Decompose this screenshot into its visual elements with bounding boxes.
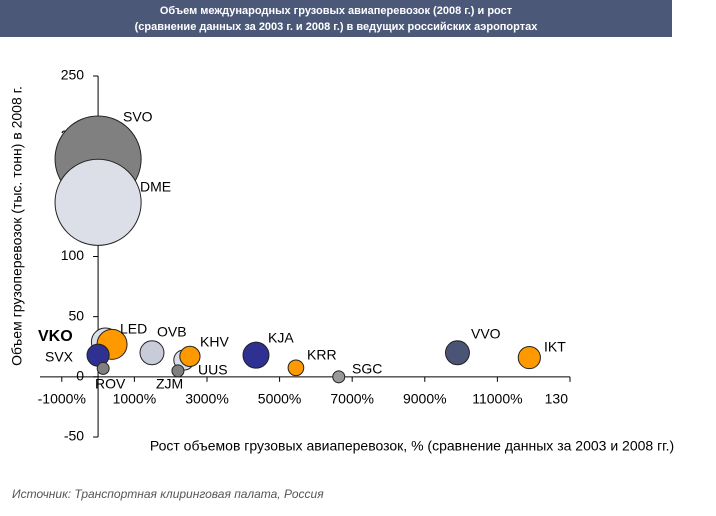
x-tick-label: -1000%	[38, 391, 86, 407]
bubble	[242, 341, 270, 369]
x-tick-label: 9000%	[403, 391, 447, 407]
bubble-label: LED	[120, 321, 147, 337]
bubble-label: VVO	[471, 326, 501, 342]
bubble-label: VKO	[38, 328, 73, 345]
bubble-label: ZJM	[156, 376, 183, 392]
bubble	[287, 359, 305, 377]
chart-subtitle: (сравнение данных за 2003 г. и 2008 г.) …	[135, 21, 539, 33]
bubble	[517, 345, 541, 370]
chart-title: Объем международных грузовых авиаперевоз…	[160, 5, 513, 17]
bubble-label: SVX	[45, 349, 74, 365]
bubble	[96, 361, 110, 375]
x-tick-label: 7000%	[330, 391, 374, 407]
y-tick-label: 50	[69, 307, 85, 323]
bubble-label: IKT	[544, 339, 566, 355]
source: Источник: Транспортная клиринговая палат…	[12, 487, 324, 501]
x-tick-label: 1000%	[113, 391, 157, 407]
y-tick-label: 250	[61, 67, 85, 83]
x-tick-label: 3000%	[185, 391, 229, 407]
bubble-label: ROV	[95, 376, 126, 392]
bubble-label: OVB	[157, 324, 187, 340]
bubble-label: DME	[140, 179, 171, 195]
y-tick-label: 100	[61, 247, 85, 263]
x-tick-label: 5000%	[258, 391, 302, 407]
x-axis-label: Рост объемов грузовых авиаперевозок, % (…	[150, 438, 674, 454]
x-tick-label: 130	[545, 391, 569, 407]
bubble-label: KJA	[268, 330, 294, 346]
bubble-label: UUS	[198, 362, 228, 378]
bubble	[332, 370, 346, 384]
bubble	[171, 364, 185, 378]
x-tick-label: 11000%	[472, 391, 522, 407]
bubble-label: SVO	[123, 109, 153, 125]
title-banner	[0, 0, 672, 37]
y-tick-label: -50	[64, 428, 84, 444]
bubble	[139, 340, 165, 366]
bubble-label: KRR	[307, 347, 337, 363]
y-axis-label: Объем грузоперевозок (тыс. тонн) в 2008 …	[9, 86, 25, 366]
y-tick-label: 0	[76, 368, 84, 384]
bubble	[179, 345, 201, 367]
bubble	[54, 158, 142, 246]
bubble-label: KHV	[200, 334, 229, 350]
bubble-label: SGC	[352, 361, 382, 377]
bubble	[444, 340, 470, 366]
